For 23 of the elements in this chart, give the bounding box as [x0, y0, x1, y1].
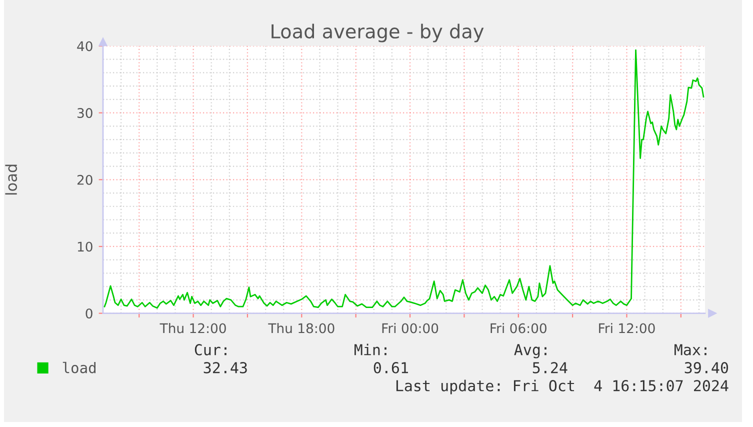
- x-tick-label: Thu 18:00: [268, 323, 334, 334]
- y-axis-title: load: [5, 164, 18, 195]
- line-series: [104, 49, 704, 309]
- text: Avg:: [514, 344, 546, 358]
- text: 0.61: [374, 362, 408, 374]
- legend-label: load: [62, 362, 96, 374]
- text: 5.24: [532, 362, 568, 374]
- text: Cur:: [194, 344, 226, 356]
- text: Last update: Fri Oct 4 16:15:07 2024: [396, 380, 728, 394]
- x-tick-label: Fri 12:00: [599, 323, 655, 334]
- text: Min:: [354, 344, 386, 356]
- y-tick-label: 10: [78, 242, 92, 252]
- text: Max:: [674, 344, 706, 356]
- y-tick-label: 40: [77, 41, 92, 52]
- x-tick-label: Fri 00:00: [382, 323, 438, 334]
- chart-title: Load average - by day: [272, 24, 484, 42]
- y-tick-label: 20: [77, 174, 92, 185]
- x-tick-label: Thu 12:00: [160, 323, 226, 334]
- y-tick-label: 30: [77, 108, 92, 118]
- x-tick-label: Fri 06:00: [490, 323, 546, 334]
- text: 39.40: [684, 362, 728, 374]
- y-tick-label: 0: [86, 308, 92, 318]
- text: 32.43: [204, 362, 247, 374]
